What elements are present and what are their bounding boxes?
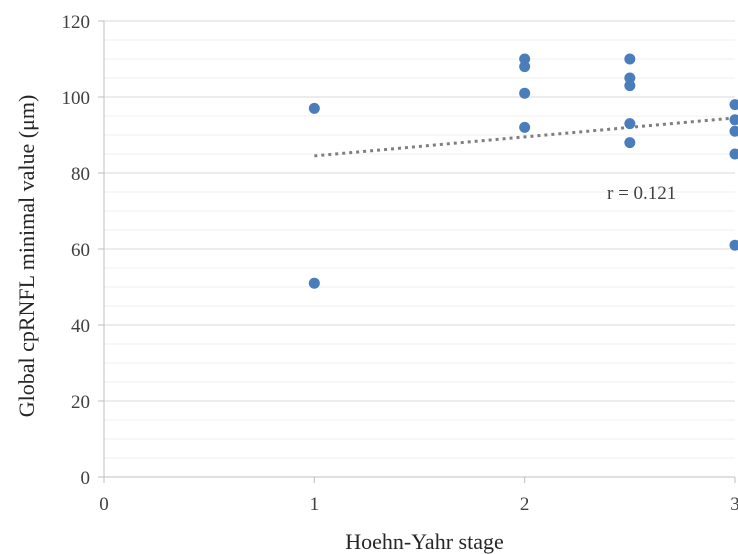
data-point bbox=[519, 87, 531, 99]
x-tick-labels: 0 1 2 3 bbox=[99, 494, 738, 515]
data-point bbox=[729, 99, 738, 111]
x-tick-label: 2 bbox=[520, 494, 530, 515]
data-point bbox=[729, 114, 738, 126]
data-point bbox=[624, 53, 636, 65]
y-tick-label: 100 bbox=[62, 88, 91, 109]
x-axis-title: Hoehn-Yahr stage bbox=[345, 529, 503, 554]
y-axis-title: Global cpRNFL minimal value (μm) bbox=[14, 95, 39, 418]
y-tick-label: 20 bbox=[71, 392, 90, 413]
data-point bbox=[729, 239, 738, 251]
data-point bbox=[308, 102, 320, 114]
x-tick-label: 0 bbox=[99, 494, 109, 515]
y-tick-labels: 0 20 40 60 80 100 120 bbox=[62, 12, 91, 489]
gridlines bbox=[104, 20, 735, 459]
data-point bbox=[308, 277, 320, 289]
y-tick-label: 0 bbox=[81, 468, 91, 489]
y-tick-label: 120 bbox=[62, 12, 91, 33]
data-point bbox=[624, 118, 636, 130]
y-tick-label: 60 bbox=[71, 240, 90, 261]
x-tick-label: 3 bbox=[730, 494, 738, 515]
data-point bbox=[519, 61, 531, 73]
data-point bbox=[729, 125, 738, 137]
data-point bbox=[624, 137, 636, 149]
data-point bbox=[624, 72, 636, 84]
y-tick-label: 80 bbox=[71, 164, 90, 185]
trendline-layer bbox=[314, 116, 736, 158]
axes bbox=[98, 20, 736, 483]
x-tick-label: 1 bbox=[310, 494, 320, 515]
data-point bbox=[729, 148, 738, 160]
data-point bbox=[624, 80, 636, 92]
data-point bbox=[519, 53, 531, 65]
data-point bbox=[519, 121, 531, 133]
y-tick-label: 40 bbox=[71, 316, 90, 337]
data-points bbox=[308, 53, 738, 289]
trendline bbox=[314, 116, 736, 158]
correlation-annotation: r = 0.121 bbox=[607, 183, 676, 204]
